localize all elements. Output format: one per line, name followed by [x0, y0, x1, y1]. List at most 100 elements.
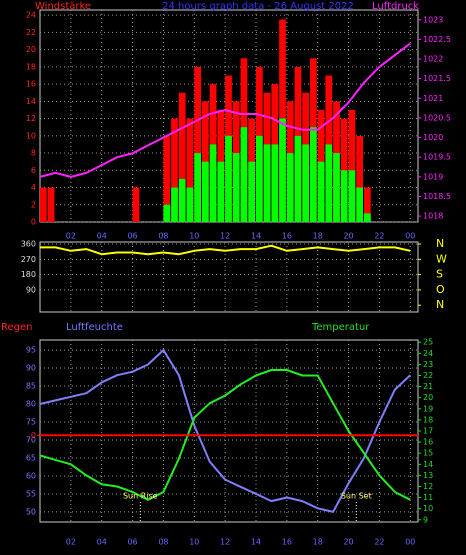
x-tick-label: 00 [405, 232, 415, 241]
x-tick-label: 16 [282, 538, 292, 547]
y-tick-label: 70 [26, 435, 36, 444]
y2-label: Luftdruck [372, 1, 419, 12]
y-tick-label: 22 [26, 28, 36, 37]
wind-bar [202, 161, 209, 222]
x-tick-label: 02 [66, 538, 76, 547]
wind-bar [186, 187, 194, 222]
annotation-text: Sun Set [341, 492, 372, 501]
wind-bar [240, 127, 248, 222]
y2-tick-label: 1018.5 [423, 192, 451, 201]
wind-bar [325, 144, 333, 222]
series-line [39, 42, 411, 178]
y2-tick-label: 1018 [423, 212, 443, 221]
wind-bar [271, 144, 279, 222]
wind-bar [294, 135, 302, 222]
wind-bar [194, 153, 201, 222]
wind-bar [194, 66, 201, 222]
y-tick-label: 90 [26, 364, 36, 373]
wind-bar [356, 135, 363, 222]
y-label: Luftfeuchte [66, 322, 123, 333]
y2-tick-label: 22 [423, 371, 433, 380]
y-tick-label: 0 [31, 218, 36, 227]
x-tick-label: 00 [405, 538, 415, 547]
x-tick-label: 20 [343, 538, 353, 547]
x-tick-label: 18 [313, 232, 323, 241]
wind-bar [340, 170, 348, 222]
wind-bar [279, 118, 286, 222]
x-tick-label: 18 [313, 538, 323, 547]
wind-bar [178, 92, 186, 222]
y2-tick-label: 13 [423, 471, 433, 480]
y2-tick-label: 23 [423, 360, 433, 369]
wind-bar [232, 153, 240, 222]
y-tick-label: 65 [26, 453, 36, 462]
x-tick-label: 12 [220, 232, 230, 241]
y-tick-label: 270 [21, 255, 36, 264]
y2-tick-label: O [436, 283, 445, 296]
x-tick-label: 06 [127, 538, 137, 547]
y-tick-label: 85 [26, 382, 36, 391]
wind-bar [286, 153, 294, 222]
y-tick-label: 8 [31, 149, 36, 158]
y-tick-label: 10 [26, 131, 36, 140]
y2-tick-label: 9 [423, 515, 428, 524]
y2-tick-label: 25 [423, 338, 433, 347]
y2-tick-label: 14 [423, 460, 433, 469]
plot-frame [39, 241, 419, 313]
wind-bar [256, 135, 263, 222]
y-tick-label: 16 [26, 80, 36, 89]
y3-tick-label: 0 [31, 431, 36, 440]
y-tick-label: 20 [26, 45, 36, 54]
series-line [39, 349, 411, 513]
y-tick-label: 95 [26, 346, 36, 355]
y2-tick-label: 1021.5 [423, 74, 451, 83]
y-tick-label: 14 [26, 97, 36, 106]
y-tick-label: 24 [26, 11, 36, 20]
wind-bar [263, 144, 271, 222]
y-label: Windstärke [35, 1, 91, 12]
x-tick-label: 10 [189, 538, 199, 547]
y2-tick-label: 1021 [423, 94, 443, 103]
y2-tick-label: 1019.5 [423, 153, 451, 162]
y3-label: Regen [1, 322, 33, 333]
y2-tick-label: N [436, 298, 444, 311]
wind-bar [217, 161, 225, 222]
chart-title: 24 hours graph data - 26 August 2022 [162, 1, 354, 12]
x-tick-label: 02 [66, 232, 76, 241]
wind-bar [178, 178, 186, 222]
wind-bar [186, 118, 194, 222]
wind-bar [333, 153, 340, 222]
y2-tick-label: 1019 [423, 172, 443, 181]
wind-bar [163, 135, 171, 222]
y2-tick-label: 1022 [423, 55, 443, 64]
y2-tick-label: 15 [423, 449, 433, 458]
x-tick-label: 20 [343, 232, 353, 241]
y2-tick-label: 18 [423, 415, 433, 424]
x-tick-label: 14 [251, 232, 261, 241]
wind-bar [364, 213, 371, 222]
series-line [40, 244, 411, 256]
y2-label: Temperatur [311, 322, 370, 333]
y-tick-label: 55 [26, 489, 36, 498]
series-line [39, 369, 411, 501]
y2-tick-label: 1023 [423, 15, 443, 24]
y-tick-label: 6 [31, 166, 36, 175]
x-tick-label: 14 [251, 538, 261, 547]
y-tick-label: 18 [26, 62, 36, 71]
x-tick-label: 08 [158, 232, 168, 241]
wind-bar [163, 204, 171, 222]
y-tick-label: 90 [26, 285, 36, 294]
x-tick-label: 06 [127, 232, 137, 241]
wind-bar [40, 187, 47, 222]
y2-tick-label: 11 [423, 493, 433, 502]
y2-tick-label: 12 [423, 482, 433, 491]
wind-bar [132, 187, 140, 222]
y2-tick-label: 1020.5 [423, 113, 451, 122]
x-tick-label: 12 [220, 538, 230, 547]
wind-bar [171, 118, 178, 222]
y-tick-label: 12 [26, 114, 36, 123]
y2-tick-label: 1020 [423, 133, 443, 142]
wind-bar [364, 187, 371, 222]
wind-bar [302, 144, 309, 222]
